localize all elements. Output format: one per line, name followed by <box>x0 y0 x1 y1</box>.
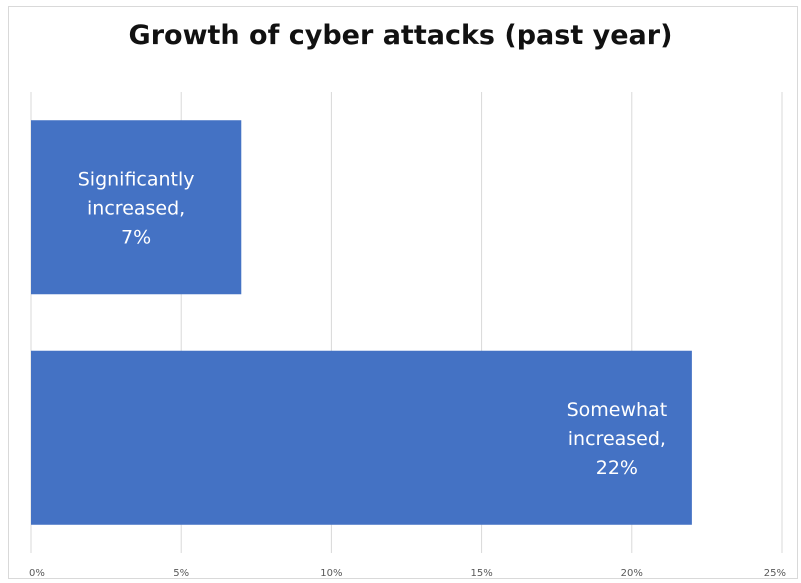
bar <box>31 120 242 295</box>
x-tick-label: 25% <box>764 568 786 579</box>
bar-data-label: Significantly increased, 7% <box>78 168 195 248</box>
bar-labels: Significantly increased, 7% Somewhat increas… <box>78 168 667 479</box>
x-tick-label: 15% <box>470 568 492 579</box>
bar <box>31 350 692 525</box>
bar-data-label: Somewhat increased, 22% <box>567 399 668 479</box>
x-tick-labels: 0% 5% 10% 15% 20% 25% <box>29 568 786 579</box>
x-tick-label: 10% <box>320 568 342 579</box>
x-tick-label: 20% <box>621 568 643 579</box>
bars <box>31 120 692 525</box>
chart-title: Growth of cyber attacks (past year) <box>128 20 673 51</box>
x-tick-label: 0% <box>29 568 45 579</box>
x-tick-label: 5% <box>173 568 189 579</box>
